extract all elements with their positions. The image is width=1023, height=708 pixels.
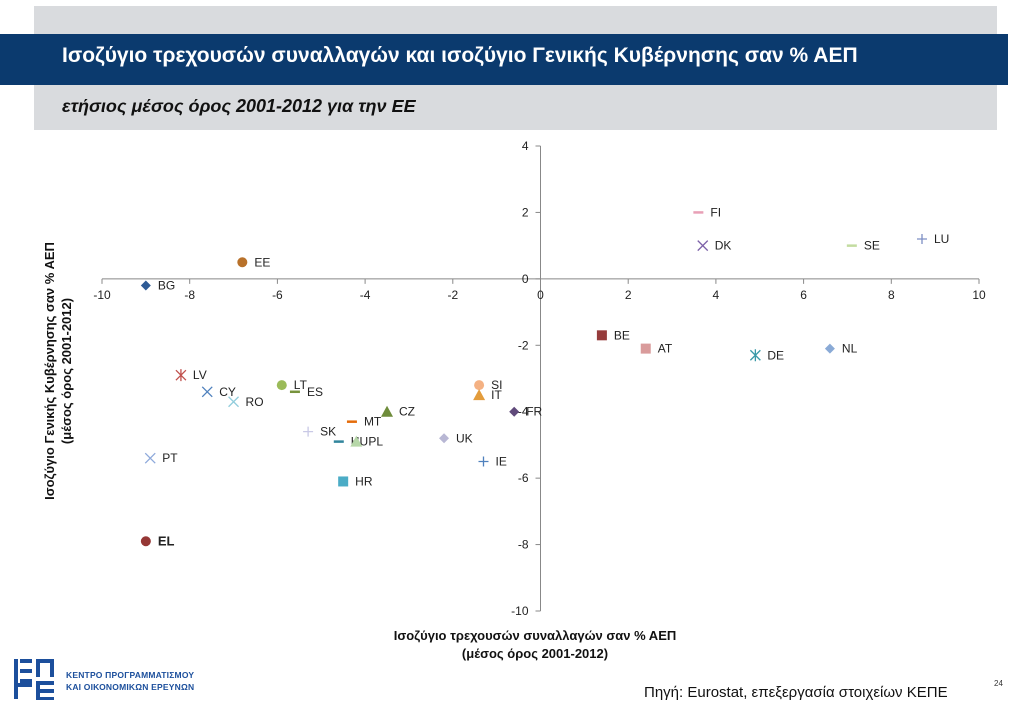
x-tick-label: 0 (537, 288, 544, 302)
point-label-fr: FR (526, 405, 542, 419)
point-label-sk: SK (320, 425, 336, 439)
point-lu (916, 234, 927, 244)
point-label-pt: PT (162, 451, 178, 465)
point-el (140, 536, 151, 547)
y-axis-label-line1: Ισοζύγιο Γενικής Κυβέρνησης σαν % ΑΕΠ (42, 242, 57, 500)
point-uk (439, 433, 450, 444)
point-si (474, 380, 485, 391)
point-label-fi: FI (710, 205, 721, 219)
point-label-ie: IE (495, 455, 506, 469)
point-cz (381, 405, 394, 417)
point-label-de: DE (767, 348, 784, 362)
point-label-se: SE (864, 239, 880, 253)
point-ro (228, 396, 240, 408)
point-label-ro: RO (246, 395, 264, 409)
point-label-lt: LT (294, 378, 308, 392)
point-label-be: BE (614, 328, 630, 342)
x-axis-label-line2: (μέσος όρος 2001-2012) (461, 646, 609, 661)
point-label-cy: CY (219, 385, 236, 399)
x-tick-label: -4 (360, 288, 371, 302)
logo-text-line1: ΚΕΝΤΡΟ ΠΡΟΓΡΑΜΜΑΤΙΣΜΟΥ (66, 670, 195, 680)
y-tick-label: 4 (522, 139, 529, 153)
x-axis-label-line1: Ισοζύγιο τρεχουσών συναλλαγών σαν % ΑΕΠ (393, 628, 677, 643)
x-tick-label: 10 (972, 288, 986, 302)
x-axis-label: Ισοζύγιο τρεχουσών συναλλαγών σαν % ΑΕΠ … (350, 627, 720, 663)
point-label-cz: CZ (399, 405, 415, 419)
point-nl (824, 343, 835, 354)
point-ie (478, 456, 489, 467)
kepe-logo (12, 657, 56, 701)
point-hr (338, 476, 349, 487)
point-label-bg: BG (158, 279, 175, 293)
point-label-nl: NL (842, 342, 858, 356)
y-tick-label: -10 (511, 604, 529, 618)
point-label-lu: LU (934, 232, 949, 246)
y-tick-label: -2 (518, 338, 529, 352)
x-tick-label: -6 (272, 288, 283, 302)
point-fr (509, 406, 520, 417)
point-label-uk: UK (456, 431, 473, 445)
y-axis-label: Ισοζύγιο Γενικής Κυβέρνησης σαν % ΑΕΠ (μ… (41, 221, 75, 521)
point-be (596, 330, 607, 341)
y-tick-label: 0 (522, 272, 529, 286)
source-note: Πηγή: Eurostat, επεξεργασία στοιχείων ΚΕ… (644, 684, 948, 701)
point-label-mt: MT (364, 415, 382, 429)
point-sk (303, 426, 314, 437)
page-title: Ισοζύγιο τρεχουσών συναλλαγών και ισοζύγ… (62, 44, 858, 67)
x-tick-label: 2 (625, 288, 632, 302)
x-tick-label: -8 (184, 288, 195, 302)
y-tick-label: -6 (518, 471, 529, 485)
y-axis-label-line2: (μέσος όρος 2001-2012) (59, 297, 74, 445)
point-lv (175, 369, 187, 382)
y-tick-label: -4 (518, 405, 529, 419)
x-tick-label: 8 (888, 288, 895, 302)
y-tick-label: -8 (518, 538, 529, 552)
point-pt (144, 452, 156, 464)
point-label-si: SI (491, 378, 502, 392)
point-lt (276, 380, 287, 391)
point-cy (201, 386, 213, 398)
point-label-ee: EE (254, 255, 270, 269)
point-label-dk: DK (715, 239, 732, 253)
point-label-pl: PL (368, 435, 383, 449)
y-tick-label: 2 (522, 205, 529, 219)
page-subtitle: ετήσιος μέσος όρος 2001-2012 για την ΕΕ (62, 96, 416, 116)
point-label-it: IT (491, 388, 502, 402)
point-it (473, 389, 486, 401)
point-label-lv: LV (193, 368, 207, 382)
x-tick-label: -2 (447, 288, 458, 302)
point-dk (697, 240, 709, 252)
x-tick-label: -10 (93, 288, 111, 302)
point-label-el: EL (158, 533, 175, 548)
x-tick-label: 6 (800, 288, 807, 302)
page-number: 24 (994, 679, 1003, 688)
point-bg (140, 280, 151, 291)
point-ee (237, 257, 248, 268)
point-label-at: AT (658, 342, 673, 356)
title-bar (0, 34, 1008, 85)
point-de (749, 349, 761, 362)
point-at (640, 343, 651, 354)
point-label-es: ES (307, 385, 323, 399)
point-label-hr: HR (355, 474, 373, 488)
point-pl (350, 435, 363, 447)
x-tick-label: 4 (713, 288, 720, 302)
logo-text-line2: ΚΑΙ ΟΙΚΟΝΟΜΙΚΩΝ ΕΡΕΥΝΩΝ (66, 682, 195, 692)
